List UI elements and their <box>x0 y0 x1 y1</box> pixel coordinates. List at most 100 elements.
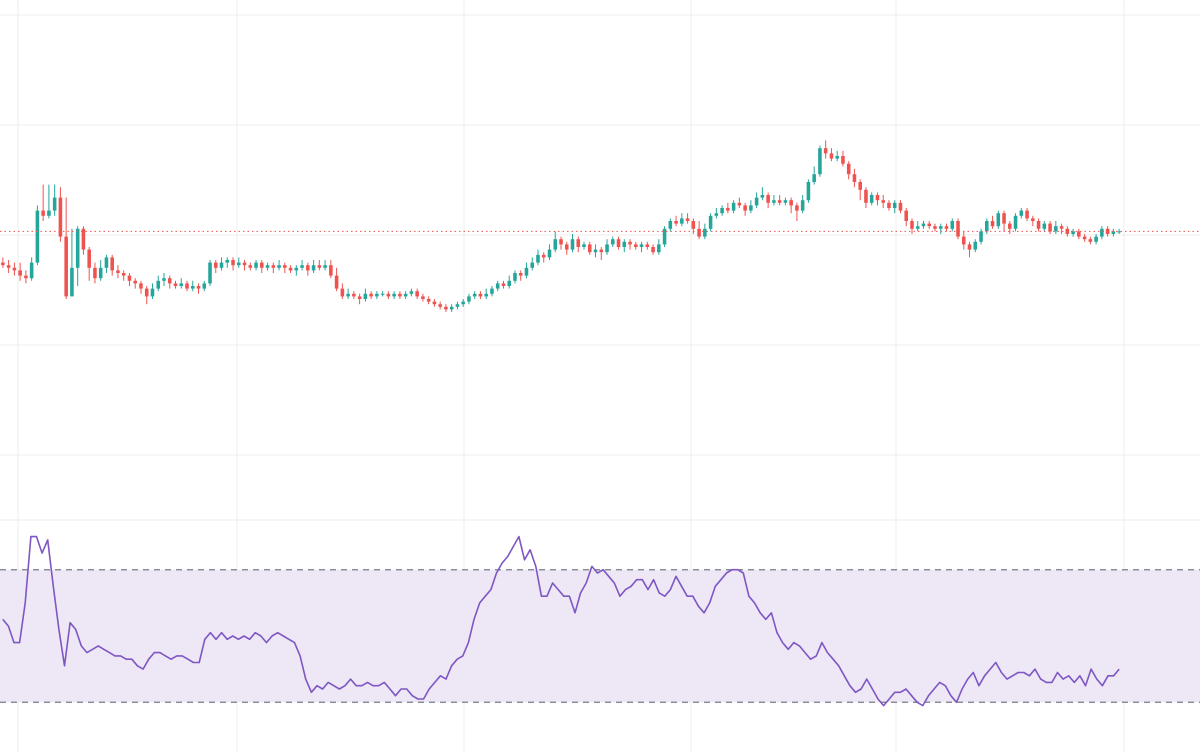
candle <box>530 257 535 271</box>
candle-body <box>116 270 120 273</box>
candle-body <box>495 283 500 289</box>
candle-body <box>52 197 57 211</box>
candle <box>6 260 11 273</box>
candle <box>1025 208 1029 221</box>
candle <box>674 215 678 227</box>
candle-body <box>599 249 604 253</box>
candle <box>41 184 45 221</box>
candle-body <box>985 221 989 232</box>
candle <box>547 244 552 260</box>
candle <box>202 280 207 292</box>
candle-body <box>490 288 494 294</box>
candles-layer <box>1 140 1121 312</box>
candle <box>1094 234 1098 245</box>
candle <box>248 262 253 271</box>
candle <box>329 260 333 279</box>
candle-body <box>18 270 22 276</box>
candle <box>334 267 339 292</box>
candle-body <box>881 200 885 203</box>
candle <box>622 239 627 253</box>
candle <box>921 221 926 229</box>
candle-body <box>1036 221 1041 229</box>
candle <box>685 213 690 224</box>
candle-body <box>634 244 638 247</box>
candle-body <box>24 275 28 279</box>
candle <box>490 286 494 297</box>
candle <box>144 286 149 305</box>
candle-body <box>869 195 874 203</box>
candle <box>1042 221 1047 232</box>
candle <box>973 239 978 253</box>
candle <box>904 208 909 227</box>
candle <box>513 270 517 284</box>
candle-body <box>329 265 333 276</box>
candle <box>357 293 362 305</box>
candle <box>599 247 604 260</box>
candle-body <box>1082 236 1087 240</box>
candle <box>996 210 1001 229</box>
candle-body <box>1008 223 1012 229</box>
candle-body <box>772 200 776 203</box>
candle-body <box>426 299 431 302</box>
candle-body <box>196 286 201 289</box>
candle <box>961 231 966 250</box>
candle <box>570 234 575 253</box>
candle-body <box>35 210 40 263</box>
candle <box>242 260 247 271</box>
candle-body <box>829 153 834 159</box>
candle-body <box>518 273 523 276</box>
candle <box>1048 221 1052 234</box>
candle-body <box>789 200 793 206</box>
candle <box>352 291 356 299</box>
candle-body <box>835 156 839 159</box>
candle <box>1008 221 1012 234</box>
candle-body <box>403 293 408 297</box>
candle-body <box>541 254 546 258</box>
candle-body <box>938 226 943 229</box>
candle-body <box>484 293 488 297</box>
candle-body <box>697 228 701 237</box>
candle-body <box>944 226 949 229</box>
candle-body <box>852 174 857 182</box>
candle-body <box>714 213 719 216</box>
candle-body <box>875 195 880 201</box>
candle-body <box>265 265 270 268</box>
candle-body <box>185 283 189 289</box>
candle <box>743 202 747 216</box>
candle-body <box>283 265 287 268</box>
candle-body <box>352 293 356 297</box>
candle-body <box>409 291 414 294</box>
candle <box>726 202 730 214</box>
candle-body <box>777 200 782 203</box>
candle-body <box>306 265 310 271</box>
candle-body <box>127 275 132 281</box>
candle <box>104 254 109 273</box>
candle <box>317 260 322 271</box>
candle-body <box>213 262 218 268</box>
candle <box>495 280 500 292</box>
candle-body <box>806 182 811 201</box>
candle-body <box>432 301 437 305</box>
candle <box>375 291 379 299</box>
candle-body <box>616 239 621 247</box>
candle-body <box>887 202 891 208</box>
candle-body <box>823 148 828 154</box>
candle <box>294 265 299 276</box>
candle <box>766 192 770 208</box>
candle <box>795 202 799 221</box>
candle <box>1059 223 1064 234</box>
candle <box>461 299 465 307</box>
candle <box>541 252 546 263</box>
candle-body <box>921 223 926 227</box>
candle-body <box>472 293 477 297</box>
candle <box>657 239 661 255</box>
candle-body <box>628 241 632 245</box>
candle <box>536 249 540 266</box>
candle <box>881 195 885 208</box>
candle <box>225 257 230 268</box>
candle-body <box>421 296 425 299</box>
candle-body <box>973 241 978 250</box>
candle-body <box>582 244 586 247</box>
candle-body <box>576 239 581 247</box>
